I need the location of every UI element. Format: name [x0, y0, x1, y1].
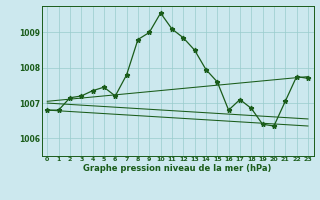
X-axis label: Graphe pression niveau de la mer (hPa): Graphe pression niveau de la mer (hPa) [84, 164, 272, 173]
